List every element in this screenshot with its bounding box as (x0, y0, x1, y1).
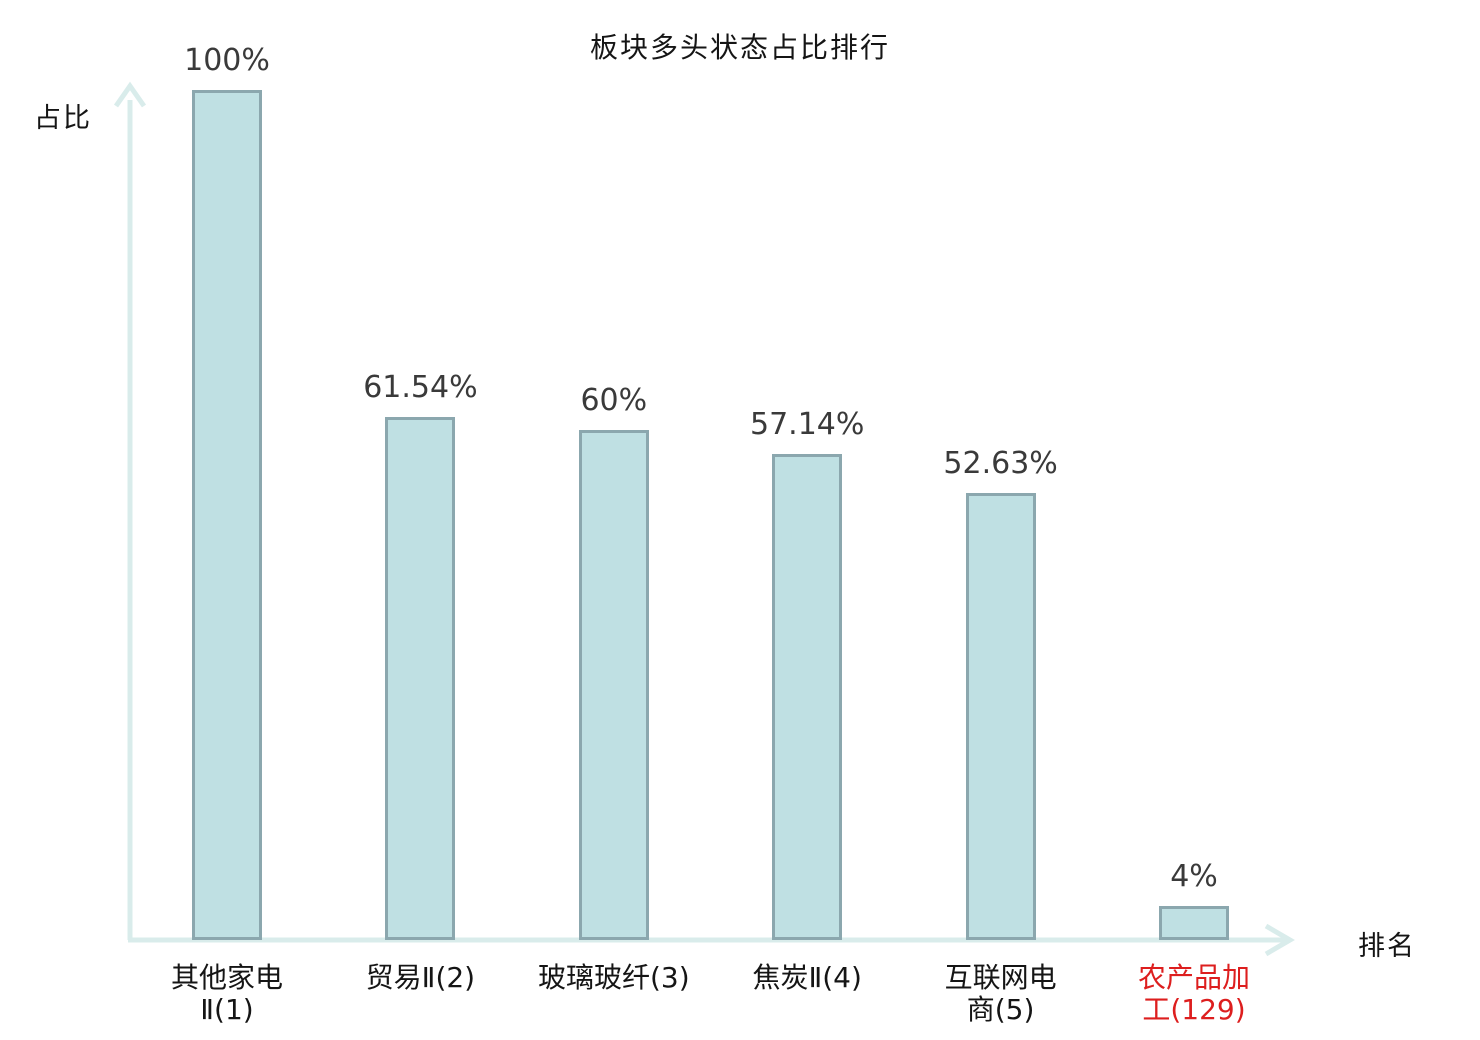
bar-value-label: 57.14% (749, 407, 865, 442)
bar-category-label-line: 玻璃玻纤(3) (537, 961, 690, 994)
bar-category-label-line: 贸易Ⅱ(2) (365, 961, 476, 994)
bar (385, 417, 456, 940)
x-axis-arrow-icon (1264, 923, 1295, 957)
y-axis-label: 占比 (34, 103, 92, 134)
bar (1159, 906, 1229, 940)
bar-category-label-line: 工(129) (1142, 993, 1246, 1026)
bar-category-label: 其他家电 Ⅱ(1) (117, 962, 337, 1026)
y-axis-arrow-icon (113, 81, 147, 108)
bar-category-label: 焦炭Ⅱ(4) (697, 962, 917, 994)
bar-category-label-line: 商(5) (966, 993, 1035, 1026)
bar (965, 493, 1036, 940)
bar (578, 430, 649, 940)
bar-category-label-line: 其他家电 (170, 961, 283, 994)
bar-value-label: 60% (580, 383, 648, 418)
bar-category-label: 玻璃玻纤(3) (504, 962, 724, 994)
bar-value-label: 52.63% (943, 446, 1058, 481)
bar-category-label: 贸易Ⅱ(2) (310, 962, 530, 994)
chart-title: 板块多头状态占比排行 (589, 31, 890, 64)
bar-category-label: 互联网电 商(5) (891, 962, 1111, 1026)
bar (192, 90, 262, 940)
bar-category-label-line: 焦炭Ⅱ(4) (752, 961, 862, 994)
bar (772, 454, 843, 940)
bar-value-label: 4% (1170, 859, 1218, 894)
bar-category-label-line: 互联网电 (944, 961, 1057, 994)
x-axis-label: 排名 (1358, 931, 1416, 962)
bar-value-label: 100% (184, 43, 270, 78)
bar-category-label-line: 农产品加 (1137, 961, 1250, 994)
bar-category-label: 农产品加 工(129) (1084, 962, 1304, 1026)
bar-category-label-line: Ⅱ(1) (200, 993, 254, 1026)
bar-value-label: 61.54% (363, 370, 478, 405)
